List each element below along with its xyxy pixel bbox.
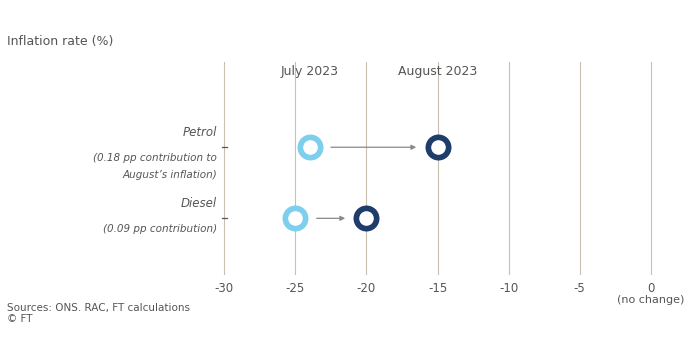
Text: Petrol: Petrol — [183, 126, 217, 139]
Point — [361, 216, 372, 221]
Text: August’s inflation): August’s inflation) — [122, 170, 217, 180]
Point — [361, 216, 372, 221]
Text: August 2023: August 2023 — [398, 65, 477, 78]
Point — [290, 216, 301, 221]
Text: Inflation rate (%): Inflation rate (%) — [7, 35, 113, 48]
Text: (0.09 pp contribution): (0.09 pp contribution) — [103, 224, 217, 234]
Point — [304, 144, 315, 150]
Point — [432, 144, 443, 150]
Point — [304, 144, 315, 150]
Text: (0.18 pp contribution to: (0.18 pp contribution to — [93, 153, 217, 163]
Text: Diesel: Diesel — [181, 197, 217, 210]
Text: July 2023: July 2023 — [281, 65, 339, 78]
Point — [290, 216, 301, 221]
Text: Sources: ONS. RAC, FT calculations
© FT: Sources: ONS. RAC, FT calculations © FT — [7, 303, 190, 324]
Point — [432, 144, 443, 150]
Text: (no change): (no change) — [617, 295, 685, 305]
